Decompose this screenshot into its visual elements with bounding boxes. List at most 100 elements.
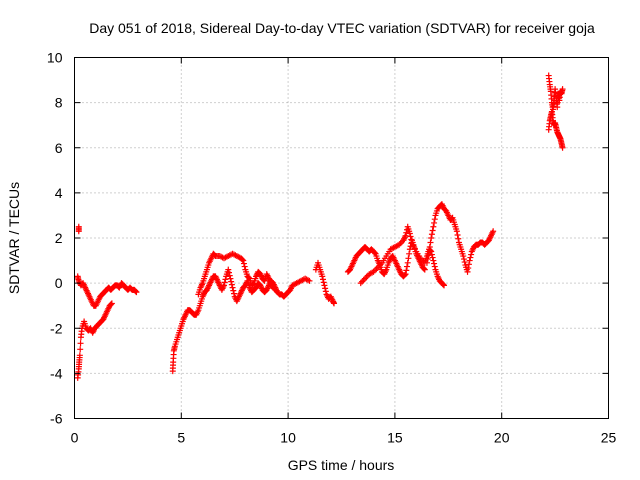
data-point xyxy=(455,235,462,242)
data-point xyxy=(403,267,410,274)
data-point xyxy=(245,274,252,281)
data-point xyxy=(320,279,327,286)
y-tick-label: -2 xyxy=(50,320,63,336)
x-tick-label: 0 xyxy=(71,430,79,446)
data-point xyxy=(431,263,438,270)
data-point xyxy=(75,228,82,235)
data-point xyxy=(240,257,247,264)
data-point xyxy=(371,250,378,257)
data-point xyxy=(454,231,461,238)
data-point xyxy=(407,233,414,240)
data-point xyxy=(406,250,413,257)
data-point xyxy=(322,288,329,295)
chart-title: Day 051 of 2018, Sidereal Day-to-day VTE… xyxy=(89,20,595,36)
data-point xyxy=(306,277,313,284)
data-point xyxy=(132,288,139,295)
x-tick-label: 25 xyxy=(601,430,617,446)
data-point xyxy=(465,265,472,272)
data-point xyxy=(559,86,566,93)
data-point xyxy=(241,263,248,270)
data-point xyxy=(221,279,228,286)
data-point xyxy=(406,230,413,237)
data-point xyxy=(460,256,467,263)
y-tick-label: -6 xyxy=(50,411,63,427)
data-point xyxy=(239,256,246,263)
data-point xyxy=(461,259,468,266)
data-point xyxy=(228,278,235,285)
data-point xyxy=(559,144,566,151)
data-point xyxy=(440,281,447,288)
x-tick-label: 15 xyxy=(387,430,403,446)
data-point xyxy=(271,286,278,293)
data-point xyxy=(108,301,115,308)
data-point xyxy=(221,282,228,289)
x-axis-label: GPS time / hours xyxy=(288,457,395,473)
data-point xyxy=(108,300,115,307)
data-point xyxy=(408,239,415,246)
y-axis-label: SDTVAR / TECUs xyxy=(6,182,22,294)
data-point xyxy=(467,254,474,261)
data-points xyxy=(74,72,566,381)
data-point xyxy=(424,256,431,263)
data-point xyxy=(431,219,438,226)
data-point xyxy=(226,269,233,276)
data-point xyxy=(133,289,140,296)
data-point xyxy=(441,282,448,289)
data-point xyxy=(404,259,411,266)
data-point xyxy=(222,276,229,283)
data-point xyxy=(428,231,435,238)
data-point xyxy=(410,242,417,249)
data-point xyxy=(402,271,409,278)
y-tick-label: 0 xyxy=(55,275,63,291)
data-point xyxy=(408,236,415,243)
data-point xyxy=(321,282,328,289)
axis-ticks: 0 5 10 15 20 25 -6 -4 -2 0 2 4 6 8 10 xyxy=(47,50,617,446)
data-point xyxy=(423,259,430,266)
data-point xyxy=(426,248,433,255)
data-point xyxy=(331,300,338,307)
data-point xyxy=(226,272,233,279)
data-point xyxy=(429,227,436,234)
y-tick-label: 4 xyxy=(55,185,63,201)
data-point xyxy=(227,275,234,282)
data-point xyxy=(225,266,232,273)
data-point xyxy=(430,257,437,264)
data-point xyxy=(421,265,428,272)
data-point xyxy=(401,271,408,278)
data-point xyxy=(431,216,438,223)
x-tick-label: 20 xyxy=(494,430,510,446)
data-point xyxy=(431,260,438,267)
y-tick-label: 10 xyxy=(47,50,63,66)
y-tick-label: 2 xyxy=(55,230,63,246)
data-point xyxy=(404,263,411,270)
y-tick-label: 8 xyxy=(55,95,63,111)
data-point xyxy=(464,268,471,275)
data-point xyxy=(425,252,432,259)
data-point xyxy=(426,244,433,251)
data-point xyxy=(421,266,428,273)
data-point xyxy=(427,239,434,246)
data-point xyxy=(460,253,467,260)
grid-lines xyxy=(74,57,609,419)
data-point xyxy=(453,228,460,235)
data-point xyxy=(240,260,247,267)
data-point xyxy=(411,245,418,252)
data-point xyxy=(429,254,436,261)
data-point xyxy=(430,223,437,230)
data-point xyxy=(405,255,412,262)
data-point xyxy=(428,251,435,258)
data-point xyxy=(428,235,435,241)
data-point xyxy=(77,346,84,353)
data-point xyxy=(230,287,237,294)
data-point xyxy=(466,257,473,264)
data-point xyxy=(77,340,84,347)
data-point xyxy=(229,284,236,291)
x-tick-label: 10 xyxy=(280,430,296,446)
data-point xyxy=(490,228,497,235)
data-point xyxy=(322,285,329,292)
data-point xyxy=(76,352,83,359)
data-point xyxy=(402,232,409,239)
data-point xyxy=(250,280,257,287)
data-point xyxy=(272,286,279,293)
